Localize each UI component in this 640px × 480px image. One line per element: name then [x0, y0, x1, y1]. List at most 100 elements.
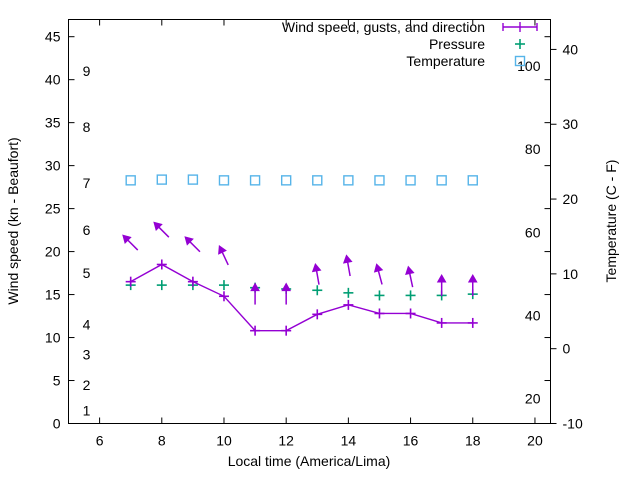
y-tick-label: 5: [53, 373, 61, 389]
gust-arrow: [373, 263, 384, 285]
y-tick-label: 40: [45, 72, 61, 88]
legend-key-temperature: [514, 55, 526, 67]
y2-fahrenheit-tick-label: 100: [517, 58, 541, 74]
legend-label: Pressure: [429, 36, 485, 52]
x-axis: 6 8 10 12 14 16 18 20: [96, 19, 543, 449]
gust-arrow: [218, 245, 229, 266]
y-tick-label: 15: [45, 287, 61, 303]
y2-celsius-tick-label: 20: [563, 191, 579, 207]
wind-speed-point: [405, 308, 416, 319]
series-temperature: [125, 174, 478, 186]
y-axis-title: Wind speed (kn - Beaufort): [5, 137, 21, 304]
gust-arrow: [281, 282, 292, 305]
wind-speed-point: [467, 317, 478, 328]
gust-arrow: [122, 234, 139, 251]
pressure-point: [343, 287, 354, 298]
beaufort-label: 2: [83, 377, 91, 393]
x-tick-label: 16: [403, 433, 419, 449]
legend-label: Temperature: [406, 53, 485, 69]
y-tick-label: 20: [45, 244, 61, 260]
y2-fahrenheit-tick-label: 40: [525, 307, 541, 323]
beaufort-label: 5: [83, 265, 91, 281]
wind-speed-point: [436, 317, 447, 328]
y2-celsius-tick-label: 40: [563, 41, 579, 57]
x-tick-label: 20: [527, 433, 543, 449]
y2-celsius-tick-label: -10: [563, 416, 583, 432]
y-tick-label: 30: [45, 158, 61, 174]
y2-celsius-tick-label: 30: [563, 116, 579, 132]
wind-speed-point: [218, 291, 229, 302]
y-tick-label: 0: [53, 416, 61, 432]
beaufort-label: 8: [83, 119, 91, 135]
beaufort-label: 6: [83, 222, 91, 238]
temperature-point: [405, 175, 416, 186]
legend: Wind speed, gusts, and directionPressure…: [282, 19, 538, 69]
gust-arrow: [405, 265, 415, 288]
x-axis-title: Local time (America/Lima): [228, 453, 391, 469]
y2-fahrenheit-tick-label: 60: [525, 224, 541, 240]
wind-speed-point: [374, 308, 385, 319]
pressure-point: [218, 280, 229, 291]
y2-celsius-tick-label: 10: [563, 266, 579, 282]
y-tick-label: 45: [45, 29, 61, 45]
wind-speed-point: [343, 299, 354, 310]
gust-arrow: [311, 262, 322, 285]
x-tick-label: 14: [341, 433, 357, 449]
temperature-point: [125, 175, 136, 186]
temperature-point: [436, 175, 447, 186]
y2-axis-fahrenheit: 20 40 60 80 100: [517, 58, 541, 407]
temperature-point: [343, 175, 354, 186]
temperature-point: [312, 175, 323, 186]
temperature-point: [218, 175, 230, 186]
legend-key-wind: [502, 22, 538, 32]
pressure-point: [405, 290, 416, 301]
pressure-point: [156, 280, 167, 291]
gust-arrow: [250, 282, 260, 305]
gust-arrow: [342, 254, 353, 277]
temperature-point: [374, 175, 385, 186]
wind-speed-point: [281, 325, 292, 336]
beaufort-label: 9: [83, 63, 91, 79]
plot-frame: [68, 19, 551, 424]
wind-speed-point: [125, 276, 136, 287]
y-tick-label: 35: [45, 115, 61, 131]
temperature-point: [280, 175, 292, 186]
x-tick-label: 10: [216, 433, 232, 449]
temperature-point: [187, 174, 199, 185]
beaufort-label: 7: [83, 175, 91, 191]
gust-arrow: [153, 221, 170, 238]
y-tick-label: 10: [45, 330, 61, 346]
temperature-point: [156, 174, 167, 185]
x-tick-label: 12: [278, 433, 294, 449]
y2-celsius-tick-label: 0: [563, 341, 571, 357]
series-gusts-direction: [122, 221, 478, 305]
gust-arrow: [436, 273, 447, 296]
gust-arrow: [467, 273, 478, 296]
temperature-point: [467, 175, 478, 186]
wind-speed-line: [130, 263, 473, 332]
wind-speed-point: [312, 309, 323, 320]
y2-axis-celsius: -10 0 10 20 30 40: [550, 41, 583, 432]
x-tick-label: 8: [158, 433, 166, 449]
beaufort-label: 4: [83, 317, 91, 333]
legend-label: Wind speed, gusts, and direction: [282, 19, 485, 35]
y-tick-label: 25: [45, 201, 61, 217]
legend-key-pressure: [515, 39, 525, 49]
x-tick-label: 6: [96, 433, 104, 449]
y2-fahrenheit-tick-label: 80: [525, 141, 541, 157]
temperature-point: [249, 175, 261, 186]
wind-speed-point: [156, 259, 167, 270]
gust-arrow: [184, 236, 201, 253]
beaufort-label: 1: [83, 403, 91, 419]
series-wind-speed: [125, 259, 478, 336]
wind-speed-point: [250, 325, 261, 336]
beaufort-scale: 1 2 3 4 5 6 7 8 9: [83, 63, 91, 419]
pressure-point: [374, 290, 385, 301]
x-tick-label: 18: [465, 433, 481, 449]
wind-speed-point: [187, 276, 198, 287]
y2-axis-title: Temperature (C - F): [603, 160, 619, 283]
